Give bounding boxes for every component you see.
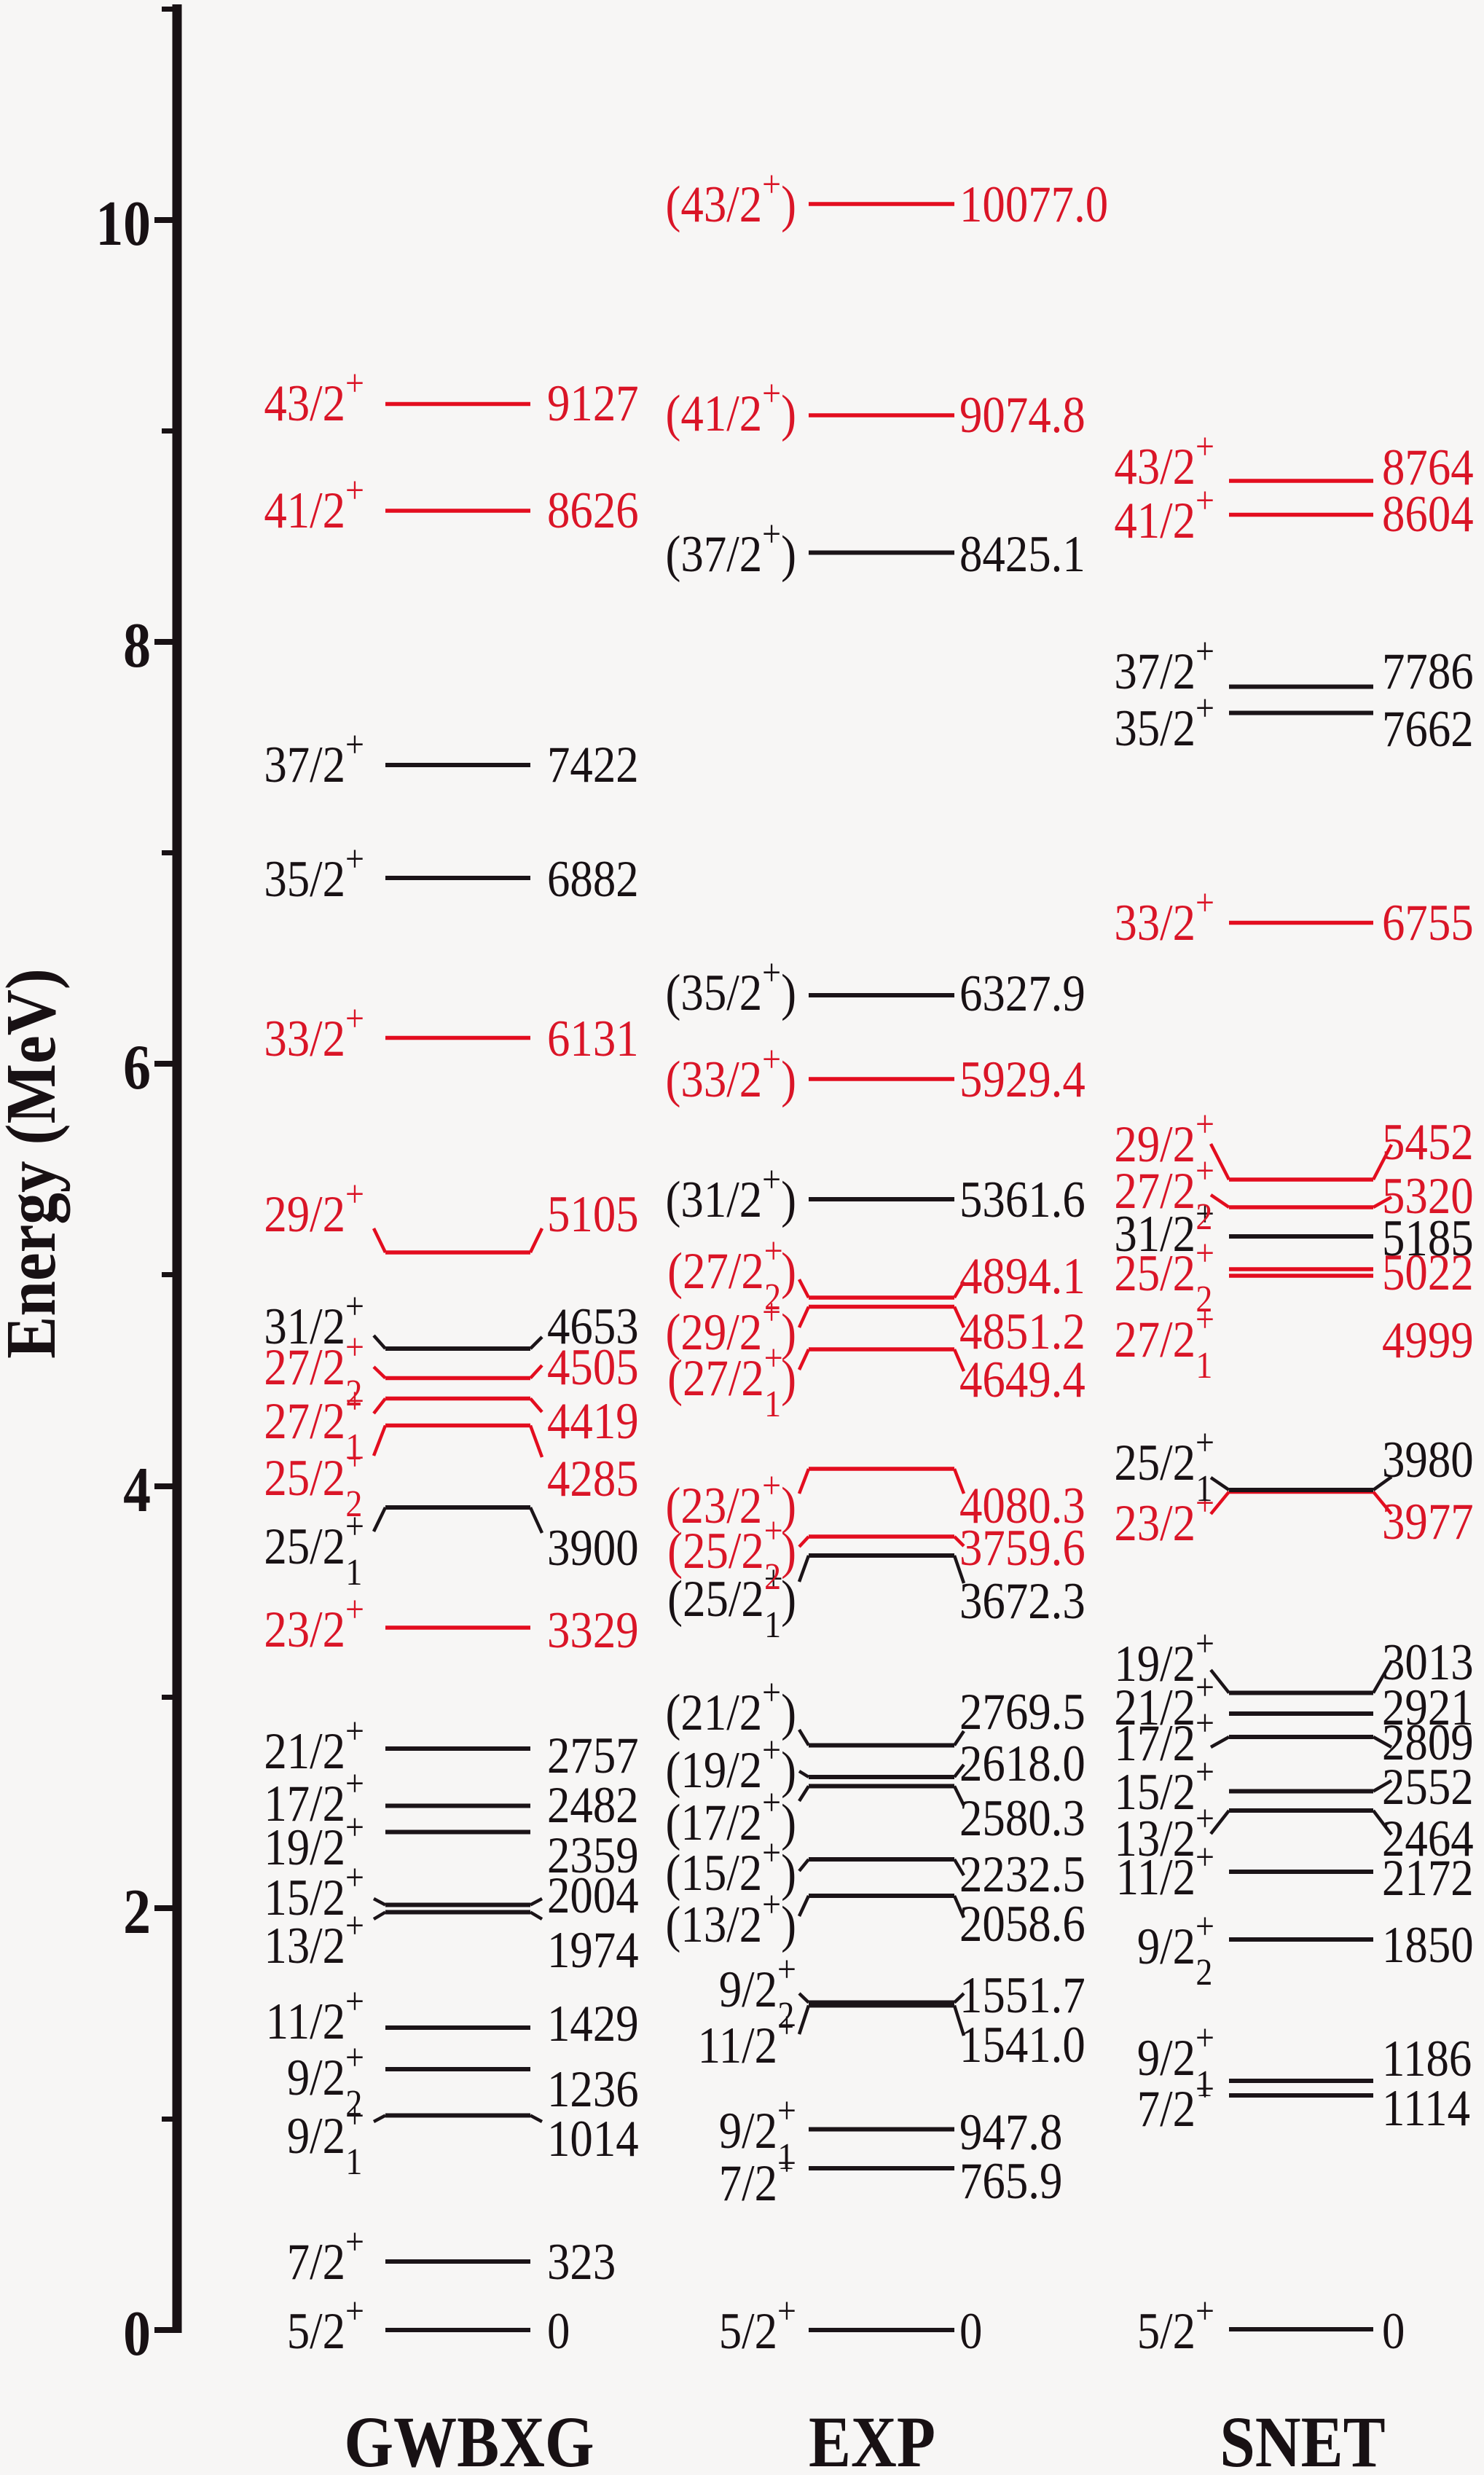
svg-text:8764: 8764 xyxy=(1382,438,1474,495)
svg-text:4851.2: 4851.2 xyxy=(959,1302,1085,1360)
svg-text:6131: 6131 xyxy=(547,1009,639,1067)
svg-text:2921: 2921 xyxy=(1382,1678,1474,1735)
svg-text:3759.6: 3759.6 xyxy=(959,1518,1085,1576)
svg-text:0: 0 xyxy=(959,2302,982,2359)
svg-text:0: 0 xyxy=(1382,2302,1405,2359)
svg-text:6: 6 xyxy=(123,1032,151,1103)
svg-text:7786: 7786 xyxy=(1382,642,1474,699)
svg-text:6327.9: 6327.9 xyxy=(959,964,1085,1021)
svg-text:2359: 2359 xyxy=(547,1826,639,1883)
svg-text:3672.3: 3672.3 xyxy=(959,1572,1085,1629)
svg-text:5185: 5185 xyxy=(1382,1209,1474,1266)
svg-text:4419: 4419 xyxy=(547,1392,639,1449)
svg-text:SNET: SNET xyxy=(1220,2401,1385,2475)
svg-text:3977: 3977 xyxy=(1382,1492,1474,1550)
svg-text:3329: 3329 xyxy=(547,1601,639,1658)
svg-text:1236: 1236 xyxy=(547,2060,639,2117)
svg-text:2769.5: 2769.5 xyxy=(959,1682,1085,1740)
svg-text:947.8: 947.8 xyxy=(959,2103,1062,2160)
svg-text:4285: 4285 xyxy=(547,1449,639,1507)
svg-text:5452: 5452 xyxy=(1382,1113,1474,1170)
svg-text:2482: 2482 xyxy=(547,1776,639,1833)
svg-text:0: 0 xyxy=(123,2298,151,2369)
svg-text:10: 10 xyxy=(95,188,151,259)
svg-text:2172: 2172 xyxy=(1382,1848,1474,1906)
svg-text:0: 0 xyxy=(547,2302,570,2359)
svg-text:6882: 6882 xyxy=(547,850,639,907)
svg-text:2232.5: 2232.5 xyxy=(959,1845,1085,1902)
svg-text:6755: 6755 xyxy=(1382,893,1474,951)
svg-text:4649.4: 4649.4 xyxy=(959,1350,1085,1408)
svg-text:5022: 5022 xyxy=(1382,1243,1474,1301)
svg-text:4894.1: 4894.1 xyxy=(959,1247,1085,1304)
svg-text:4999: 4999 xyxy=(1382,1311,1474,1368)
svg-text:2552: 2552 xyxy=(1382,1757,1474,1815)
svg-text:5320: 5320 xyxy=(1382,1166,1474,1224)
svg-text:4505: 4505 xyxy=(547,1338,639,1395)
svg-text:2: 2 xyxy=(123,1876,151,1948)
svg-text:8604: 8604 xyxy=(1382,485,1474,542)
svg-text:GWBXG: GWBXG xyxy=(344,2401,594,2475)
svg-text:1850: 1850 xyxy=(1382,1915,1474,1973)
svg-text:3013: 3013 xyxy=(1382,1633,1474,1690)
svg-text:9074.8: 9074.8 xyxy=(959,385,1085,443)
svg-text:Energy (MeV): Energy (MeV) xyxy=(0,968,70,1359)
svg-text:4: 4 xyxy=(123,1454,151,1526)
svg-text:EXP: EXP xyxy=(809,2401,935,2475)
svg-text:(19/2+): (19/2+) xyxy=(666,1728,796,1798)
svg-text:3980: 3980 xyxy=(1382,1430,1474,1488)
svg-text:9127: 9127 xyxy=(547,374,639,431)
svg-text:4080.3: 4080.3 xyxy=(959,1476,1085,1534)
svg-text:11/2+: 11/2+ xyxy=(698,2004,796,2074)
svg-text:323: 323 xyxy=(547,2232,616,2290)
svg-text:2809: 2809 xyxy=(1382,1713,1474,1770)
svg-text:2580.3: 2580.3 xyxy=(959,1789,1085,1846)
svg-text:8626: 8626 xyxy=(547,481,639,538)
svg-text:23/2+: 23/2+ xyxy=(1114,1481,1214,1551)
svg-text:2004: 2004 xyxy=(547,1866,639,1923)
svg-text:7422: 7422 xyxy=(547,735,639,793)
svg-text:1014: 1014 xyxy=(547,2109,639,2167)
svg-text:1551.7: 1551.7 xyxy=(959,1966,1085,2023)
svg-text:8: 8 xyxy=(123,610,151,681)
svg-text:8425.1: 8425.1 xyxy=(959,525,1085,582)
svg-text:1429: 1429 xyxy=(547,1994,639,2052)
svg-text:7662: 7662 xyxy=(1382,699,1474,757)
svg-text:3900: 3900 xyxy=(547,1518,639,1576)
svg-text:4653: 4653 xyxy=(547,1297,639,1354)
svg-text:2058.6: 2058.6 xyxy=(959,1894,1085,1952)
svg-text:(31/2+): (31/2+) xyxy=(666,1158,796,1228)
svg-text:5105: 5105 xyxy=(547,1185,639,1242)
svg-text:2757: 2757 xyxy=(547,1726,639,1784)
svg-text:1974: 1974 xyxy=(547,1921,639,1978)
svg-text:2618.0: 2618.0 xyxy=(959,1734,1085,1792)
svg-text:5361.6: 5361.6 xyxy=(959,1170,1085,1228)
svg-text:2464: 2464 xyxy=(1382,1809,1474,1867)
svg-text:1186: 1186 xyxy=(1382,2029,1472,2087)
svg-text:1541.0: 1541.0 xyxy=(959,2015,1085,2073)
svg-text:10077.0: 10077.0 xyxy=(959,175,1108,232)
svg-text:21/2+: 21/2+ xyxy=(1114,1666,1214,1735)
svg-text:1114: 1114 xyxy=(1382,2079,1470,2136)
svg-text:765.9: 765.9 xyxy=(959,2152,1062,2209)
svg-text:5929.4: 5929.4 xyxy=(959,1050,1085,1107)
